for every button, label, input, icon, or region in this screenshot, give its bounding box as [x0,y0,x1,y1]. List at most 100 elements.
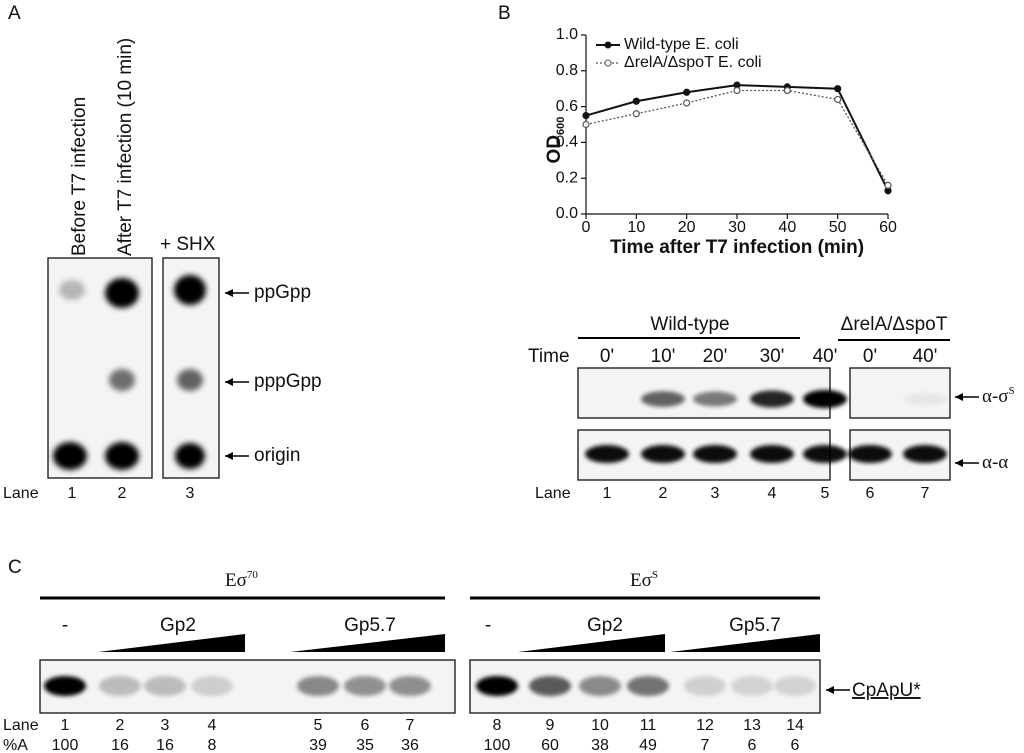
time-label: Time [528,346,570,367]
product-label: CpApU* [852,680,921,701]
data-point [834,95,842,104]
enzyme-label-sup: 70 [247,569,259,581]
lane-number: 1 [68,485,77,502]
panel-label: A [8,3,21,24]
percent-value: 100 [484,737,511,753]
band-label: α-σS [982,385,1015,408]
series-line [585,84,889,192]
product-band [144,676,186,696]
y-tick-label: 0.0 [556,205,578,222]
enzyme-label: EσS [630,569,658,592]
x-tick-label: 30 [728,219,746,236]
data-point [834,85,842,93]
condition-label: Gp5.7 [729,615,781,636]
lane-number: 8 [493,717,502,734]
group-label: Wild-type [650,314,729,335]
x-tick-label: 60 [879,219,897,236]
panel-label: C [8,557,22,578]
lane-number: 4 [208,717,217,734]
percent-value: 6 [791,737,800,753]
data-point [632,110,640,118]
percent-value: 38 [591,737,609,753]
lane-number: 3 [711,485,720,502]
tlc-spot [177,369,203,391]
tlc-spot [109,369,135,391]
lane-number: 3 [186,485,195,502]
percent-value: 7 [701,737,710,753]
spot-label: origin [254,445,300,466]
lane-header: After T7 infection (10 min) [115,38,136,256]
western-band [803,390,847,408]
lane-number: 2 [116,717,125,734]
lane-number: 1 [61,717,70,734]
percent-value: 39 [309,737,327,753]
time-value: 40' [913,346,938,367]
band-label: α-α [982,452,1008,473]
lane-number: 1 [603,485,612,502]
data-point [683,99,691,107]
lane-number: 7 [921,485,930,502]
data-point [783,86,791,95]
lane-number: 9 [546,717,555,734]
product-band [191,676,233,696]
western-band [750,390,794,408]
condition-label: - [485,615,491,636]
percent-value: 60 [541,737,559,753]
percent-value: 8 [208,737,217,753]
lane-number: 2 [659,485,668,502]
x-tick-label: 50 [829,219,847,236]
lane-label: Lane [3,717,39,734]
lane-number: 6 [361,717,370,734]
time-value: 30' [760,346,785,367]
percent-value: 6 [748,737,757,753]
lane-label: Lane [535,485,571,502]
lane-number: 4 [768,485,777,502]
tlc-spot [105,278,139,308]
tlc-spot [105,442,139,470]
condition-label: Gp2 [160,615,196,636]
percent-value: 49 [639,737,657,753]
western-band [641,445,685,463]
y-tick-label: 0.6 [556,98,578,115]
tlc-spot [175,443,205,469]
data-point [884,181,892,189]
lane-number: 7 [406,717,415,734]
arrow-head [225,289,233,297]
legend-marker [604,41,612,49]
time-value: 40' [813,346,838,367]
product-band [476,676,518,696]
rules-and-wedges [40,337,950,652]
x-tick-label: 0 [582,219,591,236]
arrow-head [225,378,233,386]
percent-value: 36 [401,737,419,753]
lane-number: 12 [696,717,714,734]
legend-label: ΔrelA/ΔspoT E. coli [624,54,762,71]
western-band [585,445,629,463]
data-point [582,111,590,120]
spot-label: pppGpp [254,371,322,392]
band-label-main: α-α [982,452,1008,473]
x-tick-label: 40 [778,219,796,236]
product-band [529,676,571,696]
data-point [733,86,741,95]
y-tick-label: 1.0 [556,26,578,43]
y-axis-label: OD600 [544,117,567,164]
band-label-sup: S [1009,385,1015,397]
western-band [903,392,947,406]
panel-label: B [498,3,511,24]
product-band [297,676,339,696]
lane-number: 14 [786,717,804,734]
enzyme-label-main: Eσ [225,570,247,591]
tlc-spot [59,280,85,300]
lane-header: Before T7 infection [69,97,90,256]
product-band [684,676,726,696]
time-value: 20' [703,346,728,367]
arrow-head [225,452,233,460]
western-band [693,445,737,463]
arrow-head [955,393,963,401]
lane-number: 13 [743,717,761,734]
time-value: 10' [651,346,676,367]
group-label: ΔrelA/ΔspoT [841,314,948,335]
condition-label: - [62,615,68,636]
